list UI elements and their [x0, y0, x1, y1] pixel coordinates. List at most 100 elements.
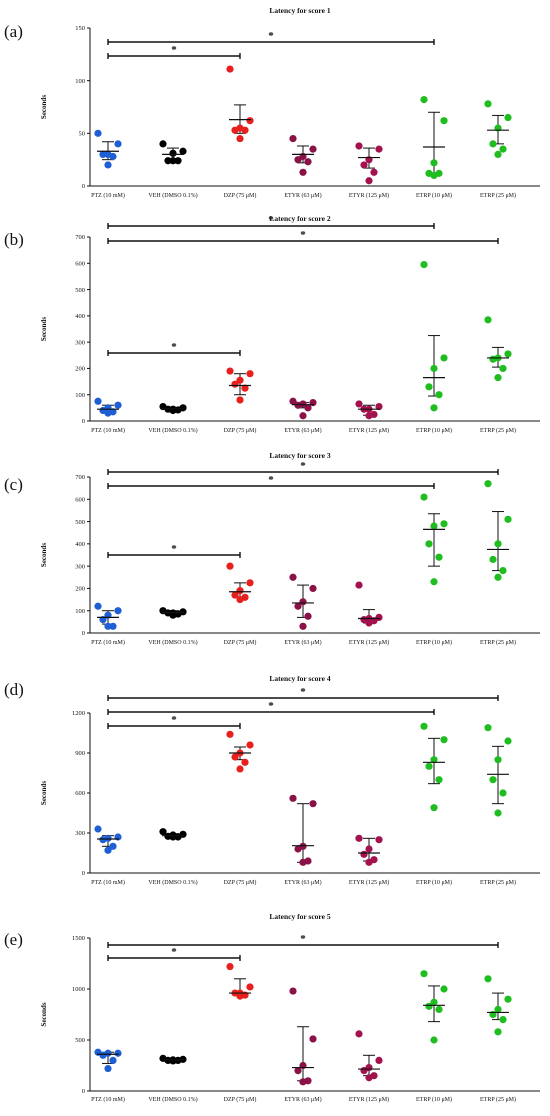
data-point	[430, 578, 438, 586]
data-point	[365, 845, 373, 853]
y-tick-label: 600	[75, 790, 85, 797]
data-point	[309, 584, 317, 593]
data-point	[440, 117, 448, 125]
chart-panel-1: (a) Latency for score 1 0 50 100 150 Seconds PT…	[4, 6, 540, 199]
chart-title: Latency for score 2	[269, 214, 330, 223]
data-point	[355, 142, 363, 150]
data-point	[169, 611, 177, 619]
data-point	[294, 156, 302, 164]
significance-star: *	[268, 214, 274, 226]
data-point	[494, 540, 502, 548]
data-point	[499, 789, 507, 797]
data-point	[294, 1067, 302, 1075]
chart-title: Latency for score 5	[269, 912, 330, 921]
data-point	[109, 152, 117, 161]
x-tick-label: DZP (75 μM)	[224, 192, 257, 199]
data-point	[236, 135, 244, 143]
data-point	[420, 970, 428, 978]
x-tick-label: ETYR (63 μM)	[284, 879, 321, 886]
data-point	[109, 622, 117, 630]
data-point	[99, 150, 107, 158]
data-point	[494, 374, 502, 382]
data-point	[375, 836, 383, 844]
y-tick-label: 0	[82, 418, 85, 425]
data-point	[226, 962, 234, 971]
data-point	[360, 161, 368, 169]
data-point	[365, 619, 373, 627]
data-point	[109, 842, 117, 850]
y-tick-label: 300	[75, 830, 85, 837]
data-point	[360, 1067, 368, 1075]
x-tick-label: ETYR (63 μM)	[284, 639, 321, 646]
y-tick-label: 900	[75, 750, 85, 757]
data-point	[355, 400, 363, 408]
data-point	[241, 384, 249, 392]
data-point	[375, 1056, 383, 1064]
y-tick-label: 1500	[72, 935, 85, 942]
data-point	[169, 406, 177, 415]
data-point	[299, 598, 307, 606]
y-tick-label: 0	[82, 870, 85, 877]
data-point	[430, 998, 438, 1006]
x-tick-label: VEH (DMSO 0.1%)	[148, 879, 197, 886]
data-point	[236, 376, 244, 384]
y-tick-label: 500	[75, 1037, 85, 1044]
data-point	[169, 149, 177, 157]
data-point	[236, 992, 244, 1000]
data-point	[104, 161, 112, 169]
data-point	[494, 1005, 502, 1014]
data-point	[289, 987, 297, 995]
data-point	[226, 562, 234, 570]
x-tick-label: VEH (DMSO 0.1%)	[148, 427, 197, 434]
y-tick-label: 400	[75, 541, 85, 548]
data-point	[430, 1036, 438, 1044]
x-tick-label: PTZ (10 mM)	[91, 427, 125, 434]
y-tick-label: 700	[75, 234, 85, 241]
x-tick-label: ETRP (10 μM)	[416, 879, 452, 886]
x-tick-label: PTZ (10 mM)	[91, 639, 125, 646]
data-point	[236, 396, 244, 404]
data-point	[179, 147, 187, 155]
panel-label: (d)	[4, 680, 24, 699]
data-point	[494, 756, 502, 764]
data-point	[289, 135, 297, 143]
x-tick-label: ETRP (10 μM)	[416, 427, 452, 434]
data-point	[499, 1016, 507, 1024]
data-point	[99, 1051, 107, 1059]
y-tick-label: 100	[75, 608, 85, 615]
data-point	[425, 383, 433, 391]
data-point	[226, 65, 234, 73]
x-tick-label: PTZ (10 mM)	[91, 1096, 125, 1103]
data-point	[304, 404, 312, 412]
data-point	[484, 975, 492, 983]
data-point	[420, 722, 428, 730]
data-point	[484, 100, 492, 108]
x-tick-label: ETRP (25 μM)	[480, 879, 516, 886]
x-tick-label: VEH (DMSO 0.1%)	[148, 1096, 197, 1103]
y-tick-label: 400	[75, 313, 85, 320]
data-point	[94, 602, 102, 610]
x-tick-label: PTZ (10 mM)	[91, 879, 125, 886]
panel-label: (c)	[4, 475, 23, 494]
data-point	[484, 724, 492, 732]
data-point	[425, 540, 433, 548]
data-point	[104, 409, 112, 417]
data-point	[489, 140, 497, 148]
significance-star: *	[300, 460, 306, 472]
x-tick-label: DZP (75 μM)	[224, 427, 257, 434]
chart-panel-2: (b) Latency for score 2 0 100 200 300 400 500 60…	[4, 214, 540, 434]
data-point	[440, 520, 448, 528]
data-point	[289, 794, 297, 802]
data-point	[109, 1056, 117, 1064]
x-tick-label: ETRP (10 μM)	[416, 639, 452, 646]
significance-star: *	[300, 686, 306, 698]
data-point	[304, 158, 312, 166]
y-tick-label: 300	[75, 563, 85, 570]
x-tick-label: VEH (DMSO 0.1%)	[148, 639, 197, 646]
data-point	[299, 858, 307, 866]
data-point	[241, 126, 249, 134]
data-point	[309, 1035, 317, 1043]
data-point	[430, 756, 438, 764]
panel-label: (b)	[4, 230, 24, 249]
data-point	[104, 622, 112, 630]
